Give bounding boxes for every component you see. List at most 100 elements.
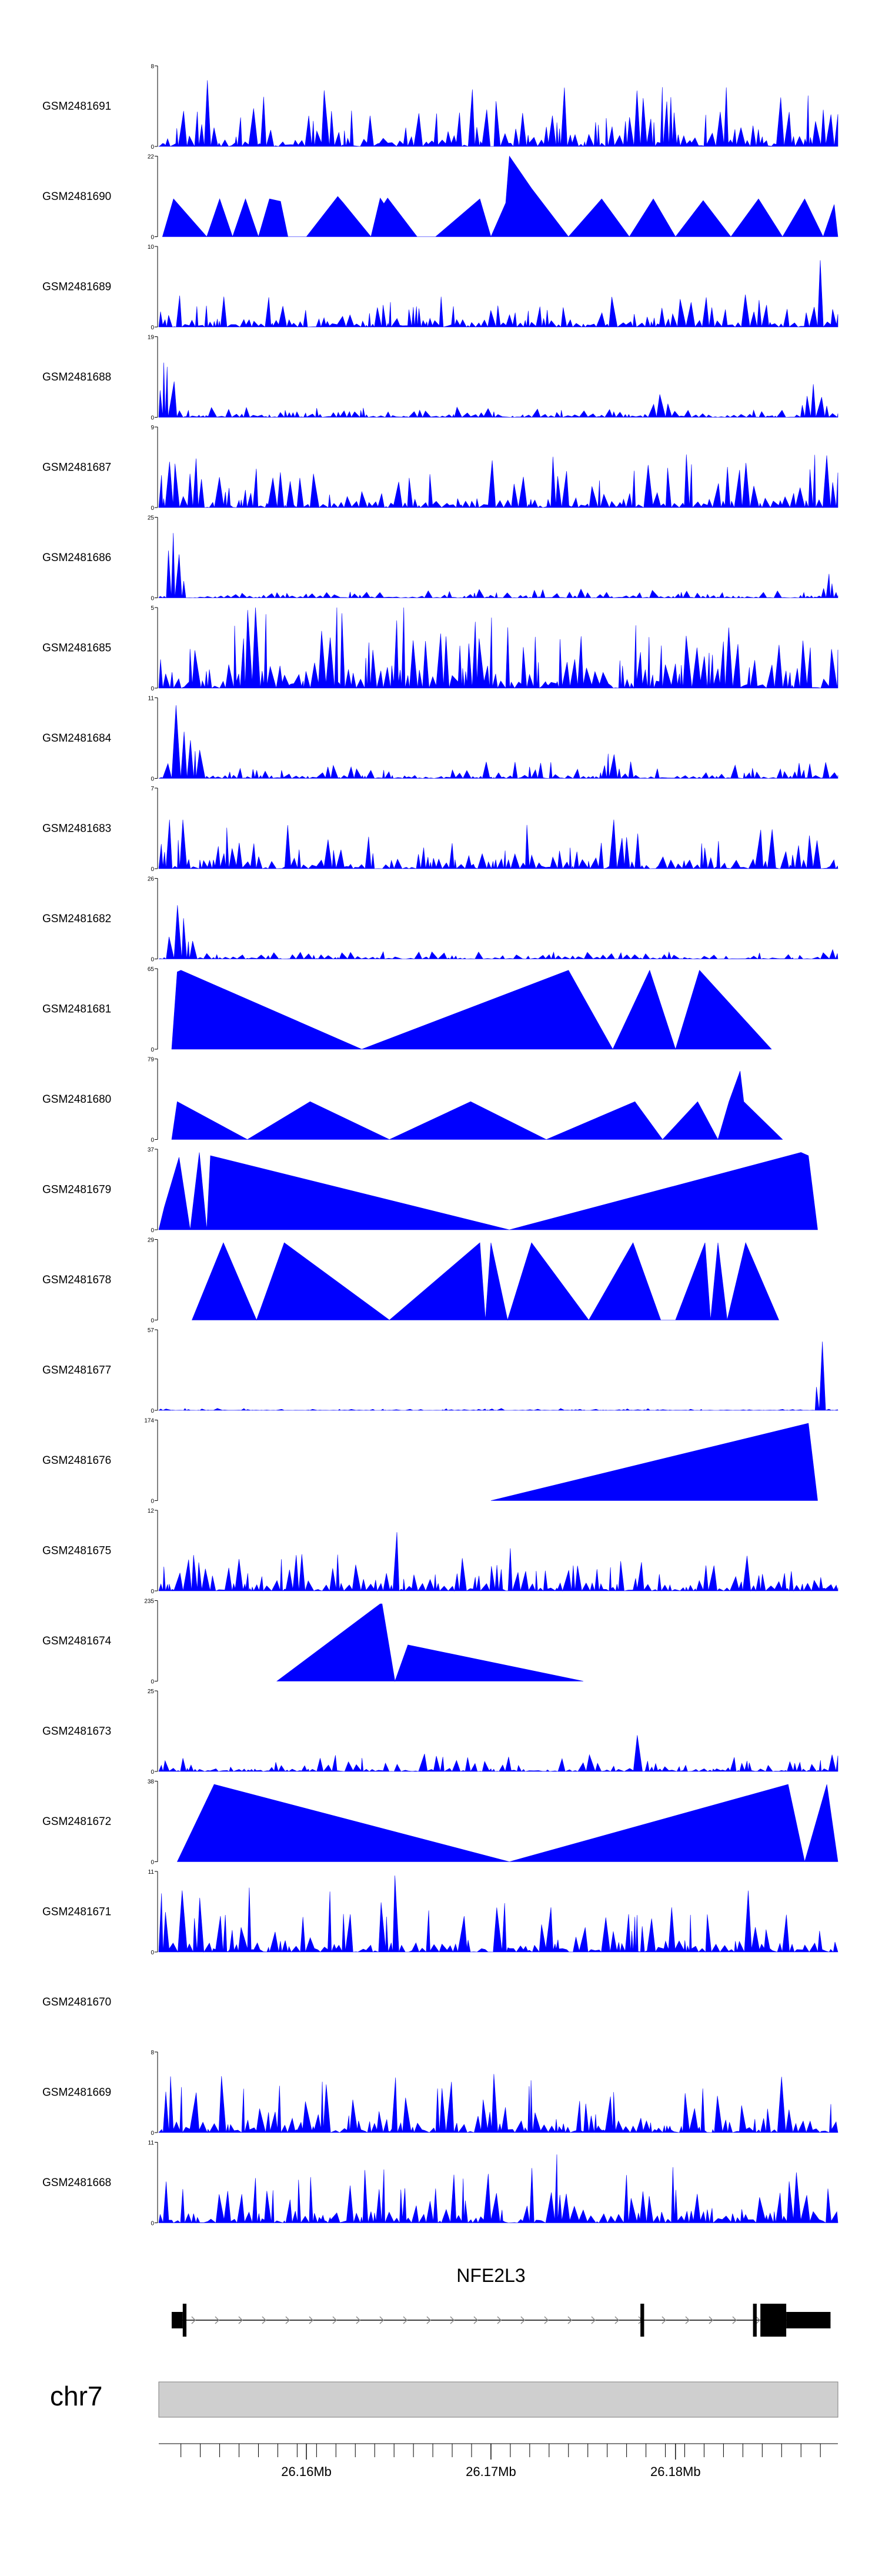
y-tick-label-bottom: 0 (151, 1589, 154, 1595)
strand-arrow (497, 2316, 502, 2324)
signal-area (171, 1070, 783, 1140)
track-label: GSM2481676 (42, 1454, 111, 1467)
track-GSM2481672: GSM2481672 38 0 (42, 1779, 838, 1866)
track-GSM2481682: GSM2481682 26 0 (42, 876, 838, 963)
track-GSM2481678: GSM2481678 29 0 (42, 1237, 780, 1324)
gene-exon (171, 2312, 183, 2328)
y-tick-label-bottom: 0 (151, 596, 154, 602)
signal-tracks: GSM248169180GSM2481690220GSM2481689100GS… (42, 64, 838, 2227)
y-tick-label-top: 8 (151, 64, 154, 70)
gene-exon (760, 2304, 787, 2337)
strand-arrow (426, 2316, 432, 2324)
track-label: GSM2481690 (42, 191, 111, 203)
signal-area (158, 2154, 838, 2224)
signal-area (490, 1423, 818, 1501)
strand-arrow (450, 2316, 455, 2324)
strand-arrow (685, 2316, 690, 2324)
y-tick-label-top: 10 (148, 244, 155, 251)
track-GSM2481677: GSM2481677 57 0 (42, 1327, 838, 1414)
y-tick-label-top: 9 (151, 425, 154, 431)
y-tick-label-top: 11 (148, 1869, 155, 1876)
track-label: GSM2481682 (42, 913, 111, 925)
y-tick-label-top: 5 (151, 605, 154, 612)
gene-exon (753, 2304, 757, 2337)
track-label: GSM2481687 (42, 462, 111, 474)
y-tick-label-top: 22 (148, 154, 155, 161)
signal-area (158, 1152, 818, 1230)
track-label: GSM2481680 (42, 1093, 111, 1106)
track-label: GSM2481673 (42, 1726, 111, 1738)
track-GSM2481669: GSM2481669 8 0 (42, 2050, 838, 2137)
strand-arrow (756, 2316, 761, 2324)
track-label: GSM2481686 (42, 552, 111, 564)
track-GSM2481679: GSM2481679 37 0 (42, 1147, 818, 1234)
track-GSM2481680: GSM2481680 79 0 (42, 1057, 783, 1144)
y-tick-label-bottom: 0 (151, 1769, 154, 1776)
track-GSM2481684: GSM2481684 11 0 (42, 696, 838, 783)
track-label: GSM2481674 (42, 1635, 112, 1647)
track-label: GSM2481671 (42, 1906, 111, 1918)
signal-area (171, 969, 772, 1050)
track-label: GSM2481672 (42, 1816, 111, 1828)
chromosome-name: chr7 (50, 2381, 102, 2411)
strand-arrow (520, 2316, 526, 2324)
y-tick-label-top: 235 (144, 1599, 154, 1605)
track-label: GSM2481683 (42, 823, 111, 835)
strand-arrow (591, 2316, 596, 2324)
strand-arrow (285, 2316, 290, 2324)
y-tick-label-top: 11 (148, 696, 155, 702)
track-GSM2481686: GSM2481686 25 0 (42, 515, 838, 602)
gene-exon (640, 2304, 644, 2337)
signal-area (158, 454, 838, 509)
strand-arrow (709, 2316, 714, 2324)
y-tick-label-top: 65 (148, 966, 155, 973)
track-label: GSM2481681 (42, 1003, 111, 1016)
y-tick-label-bottom: 0 (151, 1047, 154, 1053)
signal-area (176, 1784, 838, 1862)
y-tick-label-bottom: 0 (151, 144, 154, 151)
signal-area (158, 1735, 838, 1773)
y-tick-label-bottom: 0 (151, 1318, 154, 1324)
gene-exon (786, 2312, 831, 2328)
y-tick-label-top: 7 (151, 786, 154, 792)
y-tick-label-bottom: 0 (151, 1137, 154, 1144)
y-tick-label-bottom: 0 (151, 505, 154, 512)
signal-area (158, 1342, 838, 1411)
y-tick-label-bottom: 0 (151, 415, 154, 422)
y-tick-label-bottom: 0 (151, 2130, 154, 2137)
y-tick-label-top: 8 (151, 2050, 154, 2056)
signal-area (158, 819, 838, 870)
strand-arrow (614, 2316, 620, 2324)
signal-area (162, 155, 838, 238)
track-label: GSM2481675 (42, 1545, 111, 1557)
strand-arrow (544, 2316, 549, 2324)
track-GSM2481670: GSM2481670 (42, 1996, 111, 2008)
y-tick-label-bottom: 0 (151, 1950, 154, 1956)
track-label: GSM2481689 (42, 281, 111, 293)
y-tick-label-bottom: 0 (151, 686, 154, 692)
track-GSM2481687: GSM2481687 9 0 (42, 425, 838, 512)
track-GSM2481685: GSM2481685 5 0 (42, 605, 838, 692)
axis-tick-label: 26.17Mb (466, 2464, 516, 2479)
signal-area (158, 2074, 838, 2134)
track-label: GSM2481685 (42, 642, 111, 655)
y-tick-label-bottom: 0 (151, 866, 154, 873)
strand-arrow (732, 2316, 737, 2324)
track-GSM2481690: GSM2481690 22 0 (42, 154, 838, 241)
y-tick-label-top: 19 (148, 335, 155, 341)
y-tick-label-top: 29 (148, 1237, 155, 1244)
strand-arrow (191, 2316, 196, 2324)
signal-area (158, 260, 838, 328)
strand-arrow (332, 2316, 338, 2324)
y-tick-label-top: 26 (148, 876, 155, 883)
signal-area (158, 1875, 838, 1953)
signal-area (158, 1532, 838, 1592)
signal-area (192, 1242, 780, 1321)
track-GSM2481681: GSM2481681 65 0 (42, 966, 772, 1053)
y-tick-label-top: 174 (144, 1418, 154, 1424)
signal-area (158, 80, 838, 148)
y-tick-label-top: 12 (148, 1508, 155, 1514)
chromosome-ideogram (158, 2381, 838, 2418)
track-label: GSM2481688 (42, 371, 111, 383)
